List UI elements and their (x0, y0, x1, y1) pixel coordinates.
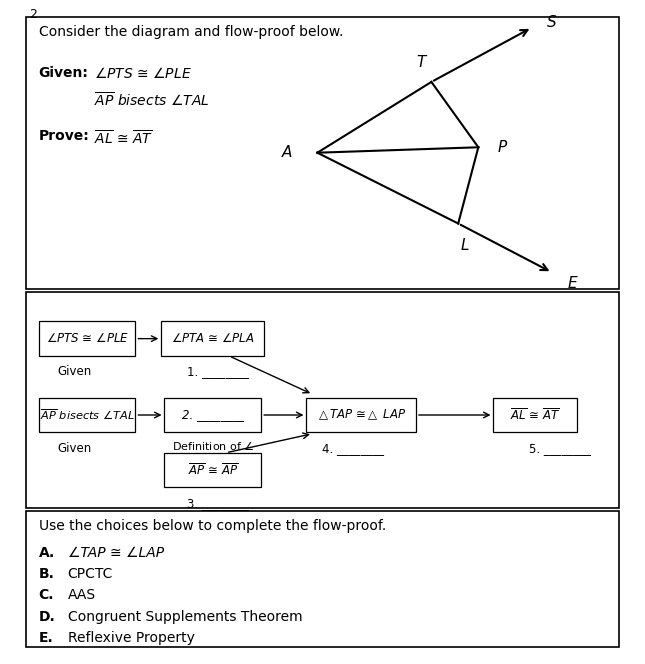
Text: 3. ________: 3. ________ (187, 497, 249, 510)
Text: $\angle$PTS ≅ $\angle$PLE: $\angle$PTS ≅ $\angle$PLE (94, 66, 192, 82)
Text: 1. ________: 1. ________ (187, 365, 249, 378)
Text: Use the choices below to complete the flow-proof.: Use the choices below to complete the fl… (39, 519, 386, 533)
Text: A.: A. (39, 546, 55, 560)
Text: A: A (282, 145, 292, 160)
Text: P: P (497, 140, 506, 155)
Bar (26, 292, 619, 508)
Text: $\angle$PTA ≅ $\angle$PLA: $\angle$PTA ≅ $\angle$PLA (171, 332, 255, 345)
Text: 4. ________: 4. ________ (322, 442, 384, 455)
Text: AAS: AAS (68, 588, 96, 602)
Text: Given: Given (57, 442, 92, 455)
Text: $\angle$PTS ≅ $\angle$PLE: $\angle$PTS ≅ $\angle$PLE (46, 332, 128, 345)
Text: Reflexive Property: Reflexive Property (68, 631, 195, 645)
Text: $\overline{AP}$ ≅ $\overline{AP}$: $\overline{AP}$ ≅ $\overline{AP}$ (188, 462, 238, 478)
Bar (164, 398, 261, 432)
Bar (26, 511, 619, 647)
Text: ∠TAP ≅ ∠LAP: ∠TAP ≅ ∠LAP (68, 546, 164, 560)
Bar (26, 17, 619, 289)
Text: Given: Given (57, 365, 92, 378)
Text: $\overline{AP}$ bisects $\angle$TAL: $\overline{AP}$ bisects $\angle$TAL (94, 91, 209, 110)
Text: C.: C. (39, 588, 54, 602)
Text: Definition of $\angle$
bisector: Definition of $\angle$ bisector (172, 439, 254, 463)
Bar (164, 453, 261, 487)
Text: E: E (568, 276, 577, 291)
Text: $\triangle$TAP ≅$\triangle$ LAP: $\triangle$TAP ≅$\triangle$ LAP (316, 408, 406, 422)
Bar (306, 398, 416, 432)
Text: E.: E. (39, 631, 54, 645)
Text: $\overline{AL}$ ≅ $\overline{AT}$: $\overline{AL}$ ≅ $\overline{AT}$ (94, 129, 153, 148)
Text: T: T (417, 55, 426, 70)
Text: L: L (461, 238, 469, 253)
Text: Given:: Given: (39, 66, 88, 80)
Text: Congruent Supplements Theorem: Congruent Supplements Theorem (68, 610, 303, 623)
Text: Prove:: Prove: (39, 129, 90, 143)
Bar (493, 398, 577, 432)
Text: B.: B. (39, 567, 55, 581)
Text: S: S (548, 15, 557, 29)
Bar (39, 398, 135, 432)
Text: $\overline{AL}$ ≅ $\overline{AT}$: $\overline{AL}$ ≅ $\overline{AT}$ (510, 407, 561, 423)
Text: Consider the diagram and flow-proof below.: Consider the diagram and flow-proof belo… (39, 25, 343, 39)
Text: D.: D. (39, 610, 55, 623)
Bar (161, 321, 264, 356)
Text: CPCTC: CPCTC (68, 567, 113, 581)
Text: 2: 2 (29, 8, 37, 21)
Text: 2. ________: 2. ________ (182, 408, 244, 422)
Text: $\overline{AP}$ bisects $\angle$TAL: $\overline{AP}$ bisects $\angle$TAL (39, 408, 135, 422)
Text: 5. ________: 5. ________ (529, 442, 591, 455)
Bar (39, 321, 135, 356)
